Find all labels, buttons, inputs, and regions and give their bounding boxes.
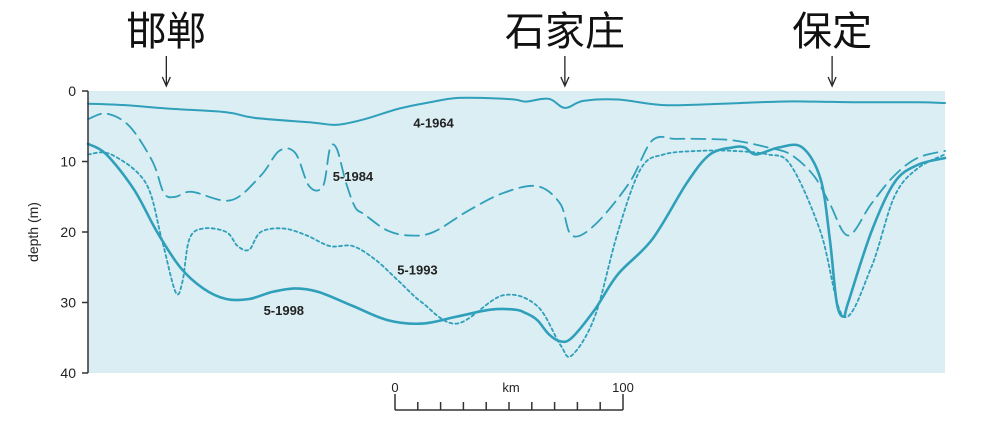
series-label-5-1998: 5-1998 (264, 303, 304, 318)
y-axis (82, 90, 89, 374)
y-axis-label: depth (m) (25, 202, 41, 262)
location-label: 邯郸 (126, 9, 206, 55)
y-tick-label: 40 (60, 365, 76, 381)
plot-area (88, 91, 945, 373)
location-arrows (161, 56, 837, 88)
y-tick-labels: 0 10 20 30 40 (60, 83, 76, 381)
y-tick-label: 10 (60, 154, 76, 170)
y-tick-label: 0 (68, 83, 76, 99)
y-tick-label: 20 (60, 224, 76, 240)
location-arrow-head (161, 76, 171, 88)
series-labels: 4-1964 5-1984 5-1993 5-1998 (264, 116, 455, 319)
series-label-5-1984: 5-1984 (333, 169, 374, 184)
series-line-5-1998 (86, 142, 947, 344)
scale-label-start: 0 (391, 380, 398, 395)
series-lines (86, 96, 947, 358)
series-line-4-1964 (87, 96, 946, 126)
series-label-4-1964: 4-1964 (413, 116, 454, 131)
location-labels: 邯郸 石家庄 保定 (126, 9, 872, 55)
location-label: 保定 (792, 9, 872, 55)
location-arrow-head (827, 76, 837, 88)
series-line-5-1993 (87, 149, 946, 358)
y-tick-label: 30 (60, 295, 76, 311)
scale-bar: 0 km 100 (391, 380, 634, 411)
location-label: 石家庄 (505, 9, 625, 55)
series-line-5-1984 (87, 112, 946, 238)
series-label-5-1993: 5-1993 (397, 262, 437, 277)
location-arrow-head (560, 76, 570, 88)
scale-label-end: 100 (612, 380, 634, 395)
scale-label-unit: km (502, 380, 519, 395)
